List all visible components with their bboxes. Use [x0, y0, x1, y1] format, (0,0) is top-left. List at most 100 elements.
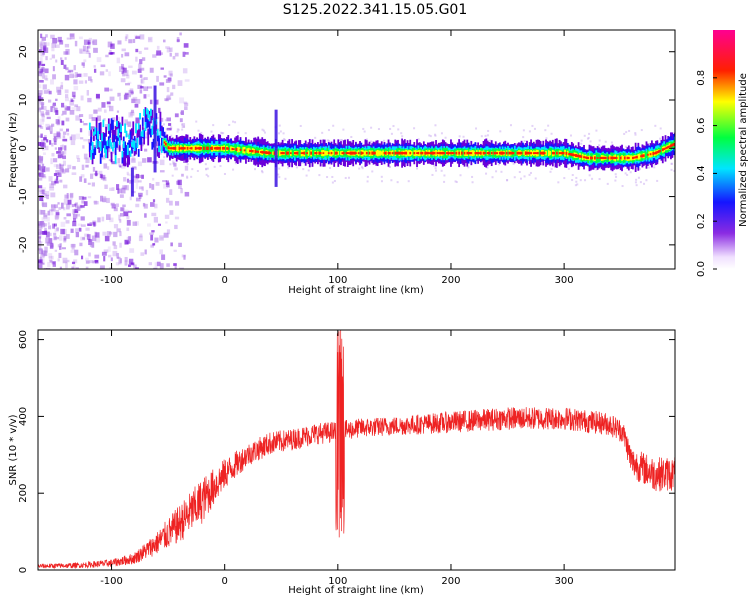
spectrogram-noise: [61, 202, 64, 208]
spectrogram-cell: [340, 151, 342, 156]
spectrogram-cell: [573, 154, 576, 157]
spectrogram-noise: [512, 162, 515, 165]
spectrogram-noise: [75, 232, 80, 238]
spectrogram-noise: [40, 253, 45, 259]
spectrogram-noise: [51, 261, 56, 265]
spectrogram-noise: [78, 36, 83, 40]
spectrogram-cell: [287, 151, 289, 155]
spectrogram-noise: [88, 252, 91, 257]
spectrogram-cell: [660, 145, 663, 156]
spectrogram-noise: [82, 145, 85, 149]
spectrogram-noise: [174, 167, 178, 171]
spectrogram-cell: [261, 150, 264, 154]
spectrogram-noise: [144, 213, 147, 218]
spectrogram-noise: [491, 176, 494, 179]
spectrogram-cell: [95, 117, 98, 134]
spectrogram-noise: [102, 196, 107, 203]
spectrogram-noise: [117, 188, 123, 194]
spectrogram-noise: [588, 132, 591, 135]
spectrogram-noise: [38, 71, 42, 77]
spectrogram-noise: [518, 171, 521, 174]
spectrogram-noise: [89, 242, 95, 247]
spectrogram-noise: [50, 106, 53, 113]
spectrogram-cell: [479, 151, 482, 155]
spectrogram-cell: [512, 152, 515, 155]
spectrogram-cell: [121, 150, 124, 158]
spectrogram-noise: [638, 168, 641, 171]
spectrogram-cell: [250, 149, 253, 153]
spectrogram-noise: [109, 267, 113, 269]
spectrogram-noise: [49, 183, 54, 188]
spectrogram-noise: [184, 106, 188, 111]
spectrogram-cell: [166, 142, 169, 150]
spectrogram-cell: [554, 149, 557, 157]
spectrogram-noise: [51, 123, 55, 127]
spectrogram-noise: [53, 223, 57, 227]
spectrogram-noise: [64, 74, 70, 81]
spectrogram-noise: [155, 181, 160, 186]
spectrogram-noise: [104, 87, 110, 92]
spectrogram-noise: [143, 77, 148, 81]
spectrogram-noise: [150, 202, 155, 207]
spectrogram-noise: [182, 125, 185, 128]
spectrogram-noise: [93, 68, 97, 73]
spectrogram-cell: [221, 146, 224, 150]
spectrogram-noise: [413, 127, 416, 130]
spectrogram-x-tick-label: -100: [100, 275, 123, 286]
spectrogram-noise: [656, 179, 659, 182]
spectrogram-noise: [60, 59, 64, 65]
spectrogram-noise: [169, 126, 173, 130]
spectrogram-noise: [79, 176, 83, 182]
spectrogram-noise: [56, 132, 62, 139]
spectrogram-noise: [485, 172, 488, 175]
spectrogram-noise: [528, 130, 531, 133]
spectrogram-noise: [93, 200, 97, 204]
spectrogram-noise: [135, 267, 139, 269]
spectrogram-noise: [47, 125, 51, 130]
spectrogram-cell: [99, 122, 102, 140]
spectrogram-cell: [645, 152, 648, 158]
spectrogram-noise: [51, 42, 57, 48]
spectrogram-cell: [412, 147, 414, 159]
spectrogram-noise: [152, 54, 157, 58]
spectrogram-noise: [125, 83, 130, 86]
spectrogram-noise: [87, 182, 91, 185]
spectrogram-noise: [121, 187, 126, 194]
spectrogram-cell: [268, 151, 270, 155]
spectrogram-noise: [163, 75, 167, 78]
spectrogram-noise: [576, 183, 579, 186]
spectrogram-cell: [106, 146, 109, 159]
spectrogram-noise: [156, 261, 161, 267]
spectrogram-noise: [604, 140, 607, 143]
spectrogram-noise: [171, 174, 174, 177]
spectrogram-cell: [205, 146, 208, 150]
spectrogram-cell: [497, 150, 500, 156]
spectrogram-cell: [418, 150, 421, 157]
spectrogram-noise: [81, 164, 85, 171]
spectrogram-noise: [50, 204, 56, 208]
spectrogram-cell: [306, 152, 308, 155]
spectrogram-cell: [98, 142, 101, 153]
snr-x-tick-label: 300: [555, 576, 574, 587]
spectrogram-cell: [278, 150, 281, 156]
spectrogram-noise: [45, 56, 48, 61]
spectrogram-noise: [80, 236, 85, 241]
spectrogram-noise: [79, 114, 84, 118]
spectrogram-y-tick-label: 0: [18, 145, 29, 151]
spectrogram-noise: [164, 214, 170, 219]
spectrogram-cell: [399, 151, 402, 155]
spectrogram-cell: [170, 147, 173, 150]
spectrogram-noise: [513, 176, 516, 179]
spectrogram-noise: [42, 84, 47, 90]
spectrogram-cell: [352, 151, 355, 155]
spectrogram-noise: [480, 135, 483, 138]
spectrogram-cell: [230, 146, 232, 152]
spectrogram-noise: [65, 117, 70, 122]
spectrogram-noise: [196, 169, 199, 172]
spectrogram-noise: [174, 216, 180, 220]
spectrogram-cell: [344, 149, 346, 157]
spectrogram-noise: [138, 50, 142, 55]
spectrogram-cell: [511, 151, 513, 155]
spectrogram-noise: [60, 57, 63, 60]
spectrogram-cell: [360, 151, 363, 155]
